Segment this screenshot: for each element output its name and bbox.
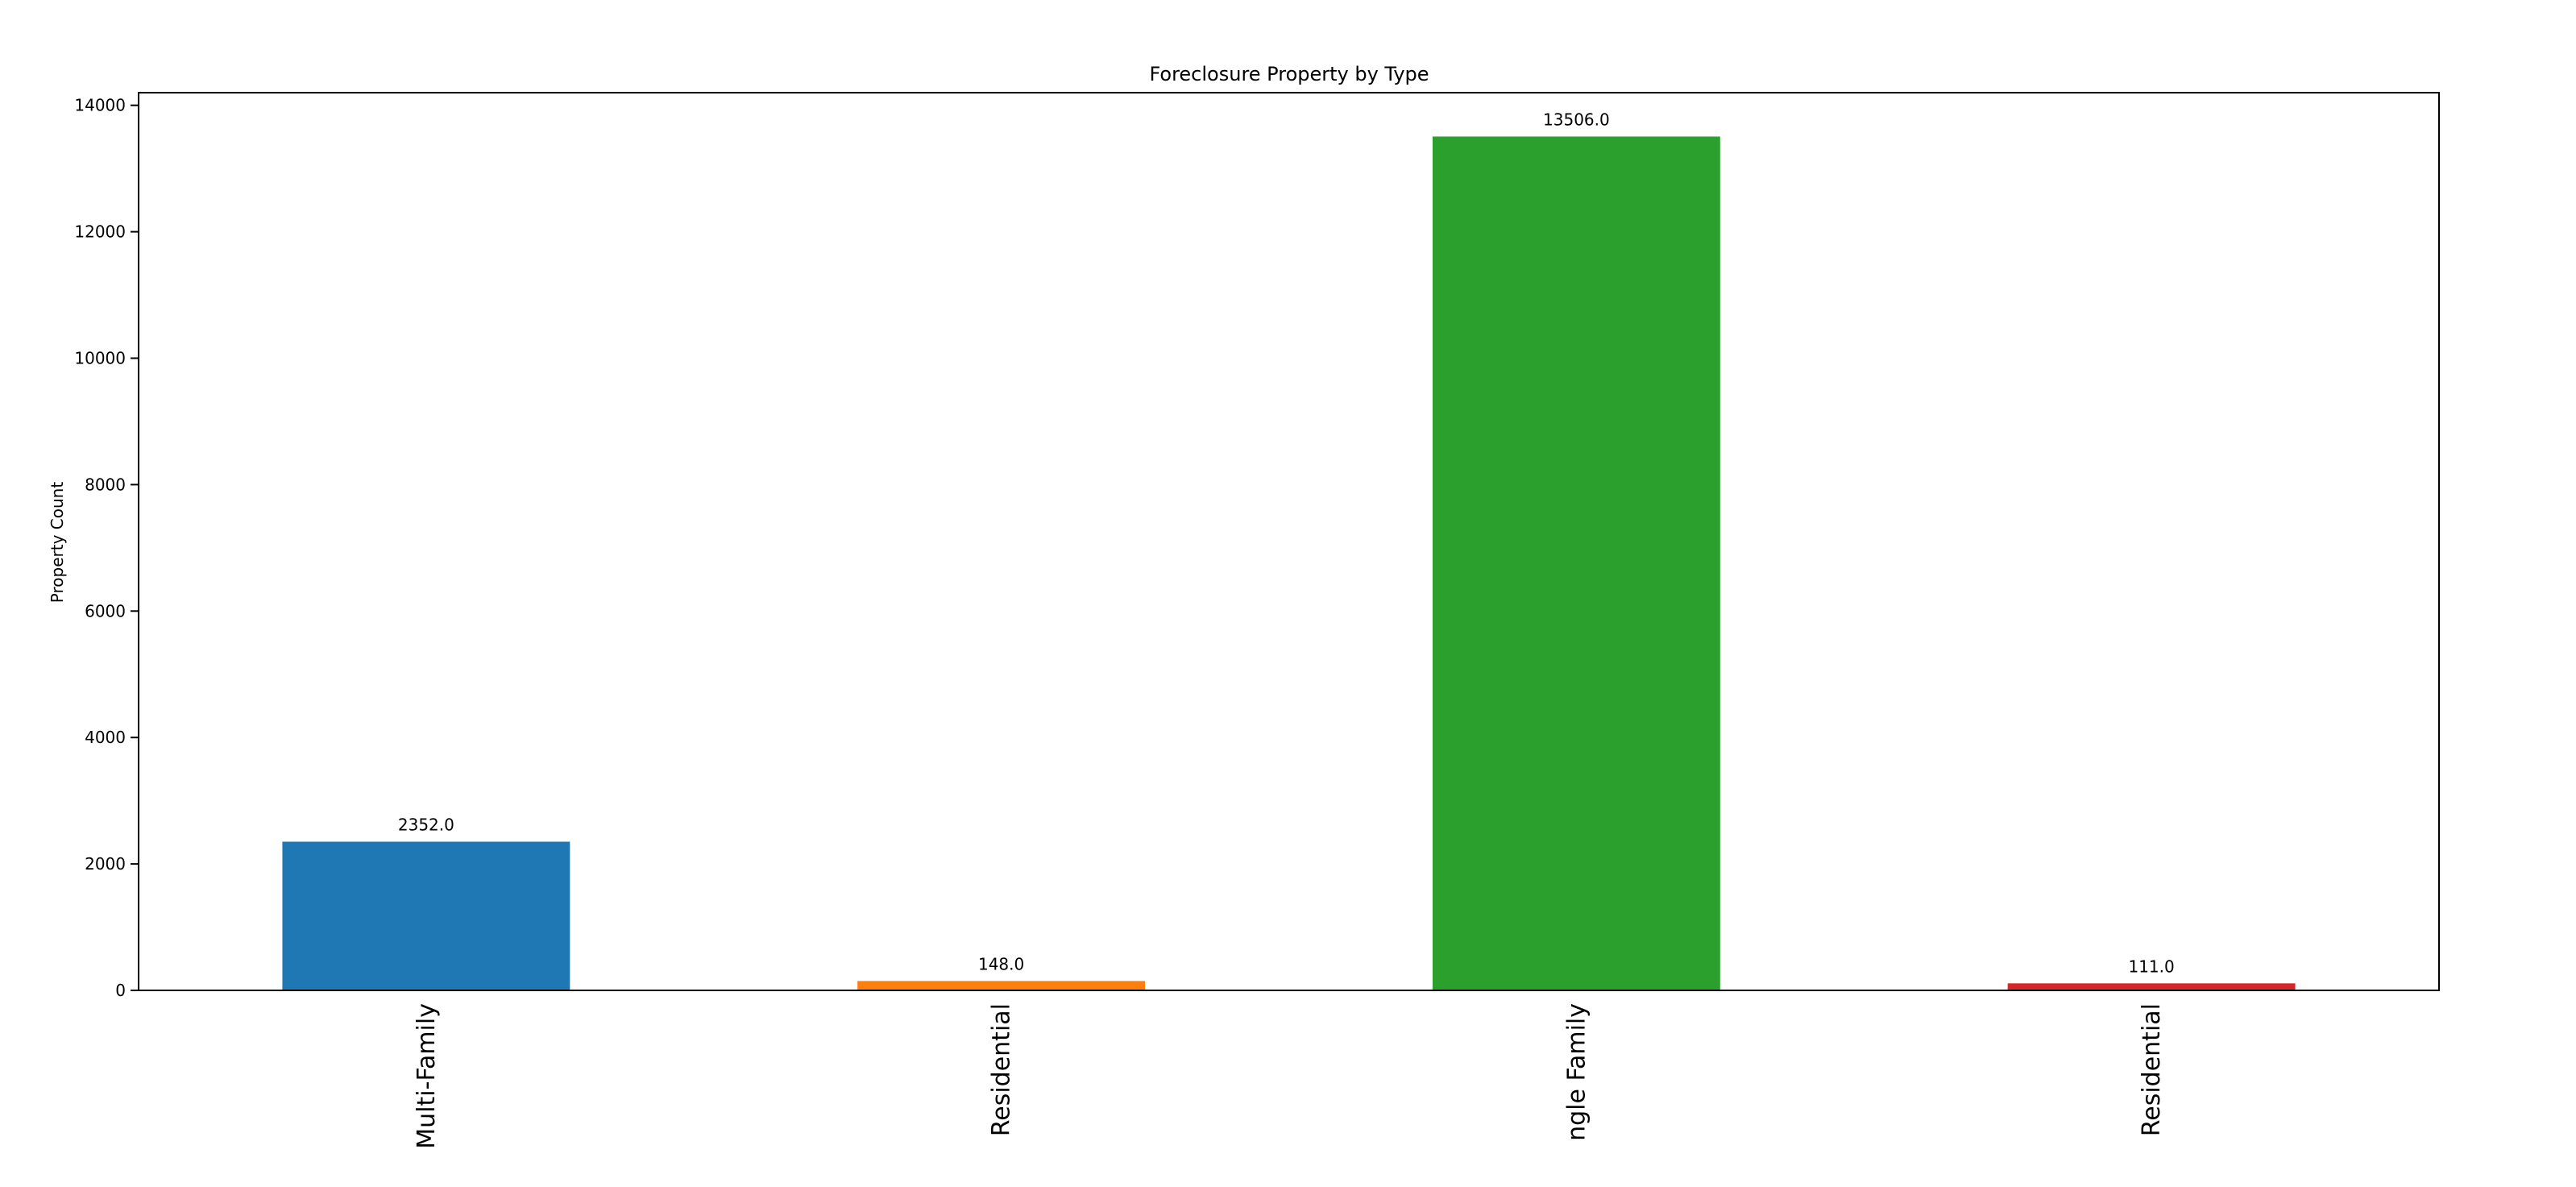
x-tick-label: Residential	[2138, 1003, 2166, 1136]
y-tick-label: 12000	[74, 222, 126, 242]
bar-value-label: 2352.0	[398, 815, 454, 834]
bar-value-label: 148.0	[978, 954, 1024, 973]
y-tick-label: 10000	[74, 348, 126, 367]
y-tick-label: 2000	[85, 854, 126, 874]
x-tick-label: Multi-Family	[413, 1003, 441, 1149]
y-axis-ticks: 0 2000 4000 6000 8000 10000 12000 14000	[74, 96, 139, 1000]
bar-4	[2007, 983, 2296, 990]
bars: 2352.0 148.0 13506.0 111.0	[282, 110, 2296, 990]
bar-1	[282, 841, 570, 990]
y-tick-label: 14000	[74, 96, 126, 115]
x-axis-ticks: Multi-Family Residential ngle Family Reside…	[413, 1003, 2166, 1149]
x-tick-label: ngle Family	[1562, 1003, 1591, 1141]
bar-value-label: 13506.0	[1543, 110, 1610, 129]
bar-3	[1432, 136, 1720, 990]
y-tick-label: 8000	[85, 475, 126, 494]
bar-value-label: 111.0	[2128, 957, 2174, 976]
plot-frame	[138, 92, 2440, 991]
x-tick-label: Residential	[988, 1003, 1016, 1136]
y-tick-label: 4000	[85, 728, 126, 747]
chart-title: Foreclosure Property by Type	[1149, 63, 1429, 85]
y-tick-label: 0	[115, 981, 126, 1000]
bar-2	[857, 981, 1146, 990]
y-axis-label: Property Count	[48, 482, 67, 604]
y-tick-label: 6000	[85, 601, 126, 620]
